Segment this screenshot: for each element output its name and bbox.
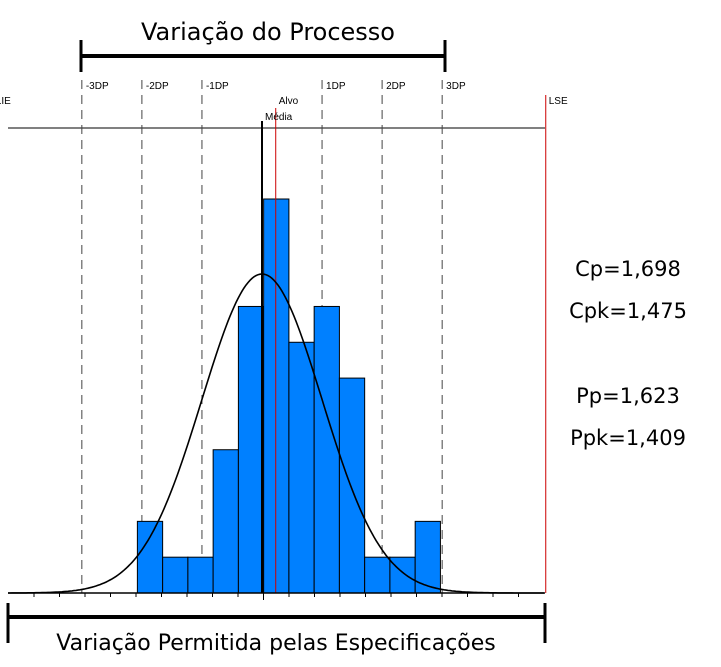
histogram-bars: [136, 198, 441, 594]
sigma-label: -3DP: [86, 81, 109, 92]
process-variation-bracket: [79, 40, 447, 72]
histogram-bar: [212, 449, 239, 594]
sigma-label: 3DP: [446, 81, 466, 92]
mean-label: Média: [265, 112, 293, 123]
pp-index: Pp=1,623: [576, 384, 680, 408]
histogram-bar: [263, 198, 290, 594]
histogram-bar: [414, 520, 441, 594]
specification-label: Variação Permitida pelas Especificações: [56, 631, 496, 656]
chart-title: Variação do Processo: [141, 18, 395, 46]
histogram-bar: [136, 520, 164, 594]
lie-label: LIE: [0, 96, 11, 107]
cp-index: Cp=1,698: [575, 257, 681, 281]
histogram-bar: [338, 377, 366, 594]
sigma-label: -2DP: [146, 81, 169, 92]
ppk-index: Ppk=1,409: [570, 426, 686, 450]
histogram-bar: [288, 341, 315, 594]
histogram-bar: [237, 305, 265, 594]
axis-labels: -3DP -2DP -1DP 1DP 2DP 3DP LIE LSE Alvo Média: [0, 81, 568, 123]
histogram-bar: [364, 556, 391, 594]
sigma-label: 2DP: [386, 81, 406, 92]
sigma-label: -1DP: [206, 81, 229, 92]
spec-limit-lines: [261, 95, 547, 593]
normal-curve: [8, 273, 544, 594]
lse-label: LSE: [549, 96, 568, 107]
target-label: Alvo: [279, 96, 299, 107]
specification-bracket: [6, 603, 547, 643]
histogram-bar: [389, 556, 416, 594]
normal-curve-path: [8, 273, 544, 594]
sigma-label: 1DP: [326, 81, 346, 92]
histogram-bar: [313, 305, 340, 594]
x-axis-ticks: [33, 593, 519, 600]
cpk-index: Cpk=1,475: [569, 299, 687, 323]
histogram-bar: [187, 556, 214, 594]
histogram-bar: [162, 556, 189, 594]
